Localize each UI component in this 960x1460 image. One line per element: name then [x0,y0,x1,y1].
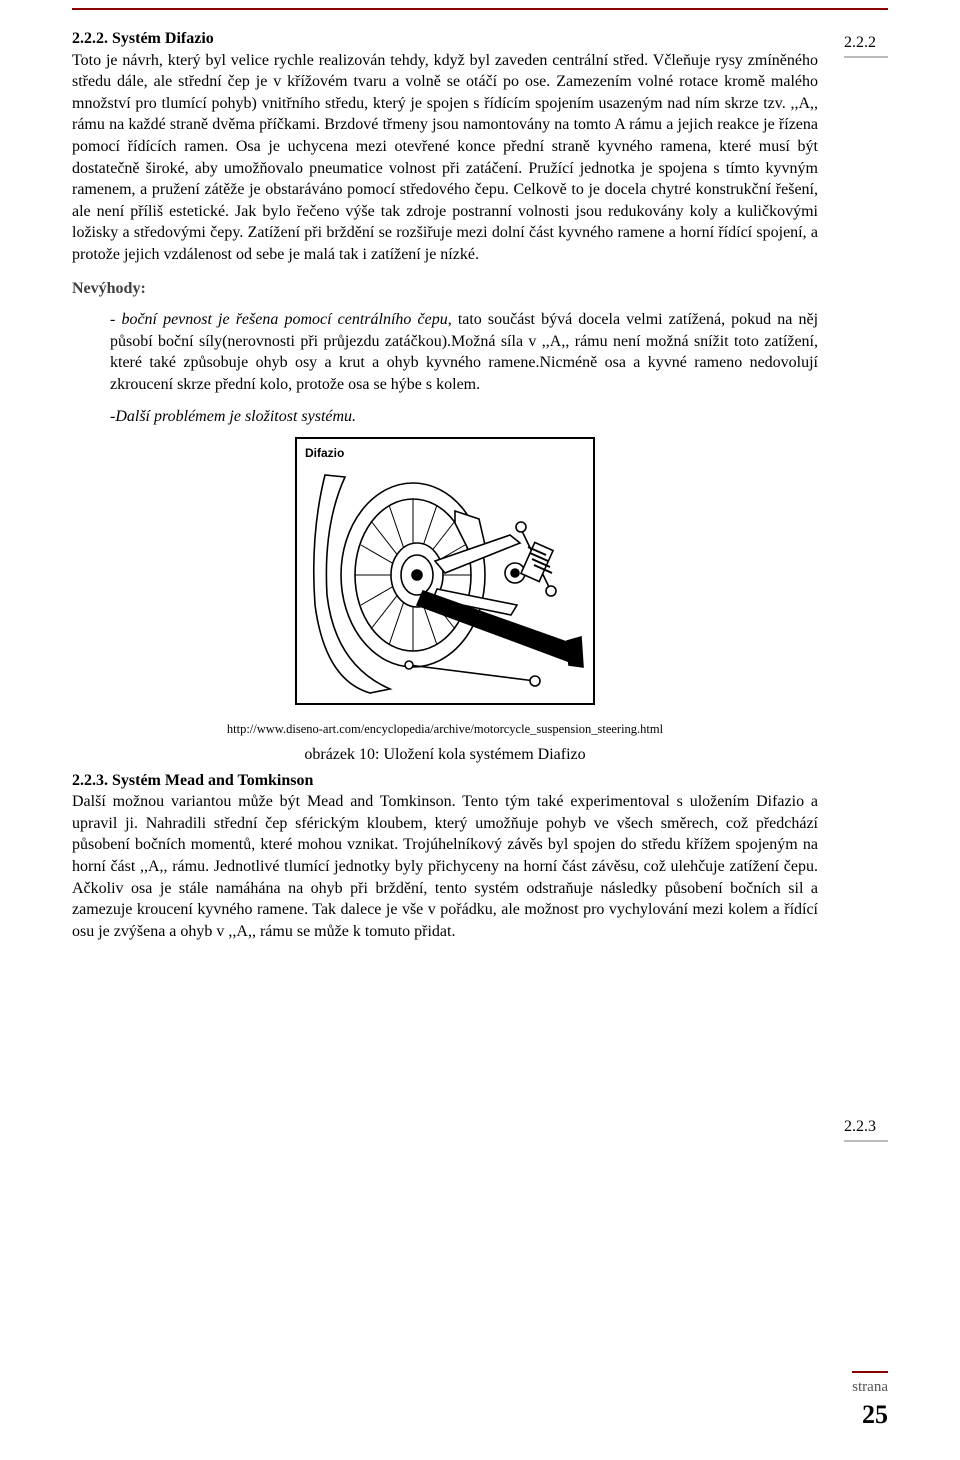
section-2: 2.2.3. Systém Mead and Tomkinson Další m… [72,770,818,943]
margin-note-2-text: 2.2.3 [844,1116,888,1138]
disadvantages-list: - boční pevnost je řešena pomocí centrál… [110,309,818,427]
footer-rule [852,1371,888,1373]
top-rule [72,8,888,10]
disadvantages-heading: Nevýhody: [72,278,818,300]
disadvantage-item-1-emph: boční pevnost je řešena pomocí centrální… [121,311,447,328]
figure-source-url: http://www.diseno-art.com/encyclopedia/a… [72,721,818,738]
section-1-heading: 2.2.2. Systém Difazio [72,30,214,47]
disadvantage-item-1: - boční pevnost je řešena pomocí centrál… [110,309,818,395]
figure-caption: obrázek 10: Uložení kola systémem Diafiz… [72,744,818,766]
section-1-body: Toto je návrh, který byl velice rychle r… [72,52,818,263]
section-1: 2.2.2. Systém Difazio Toto je návrh, kte… [72,28,818,266]
disadvantage-item-2: -Další problémem je složitost systému. [110,406,818,428]
footer-label: strana [852,1377,888,1397]
margin-note-2-line [844,1140,888,1142]
footer-page-number: 25 [852,1397,888,1432]
section-2-heading: 2.2.3. Systém Mead and Tomkinson [72,772,313,789]
figure-label: Difazio [305,445,585,461]
difazio-diagram [305,465,587,701]
margin-note-1: 2.2.2 [844,32,888,58]
margin-note-1-text: 2.2.2 [844,32,888,54]
margin-note-1-line [844,56,888,58]
figure-wrap: Difazio [72,437,818,705]
page-footer: strana 25 [852,1371,888,1432]
section-2-body: Další možnou variantou může být Mead and… [72,793,818,940]
margin-note-2: 2.2.3 [844,1116,888,1142]
figure-box: Difazio [295,437,595,705]
